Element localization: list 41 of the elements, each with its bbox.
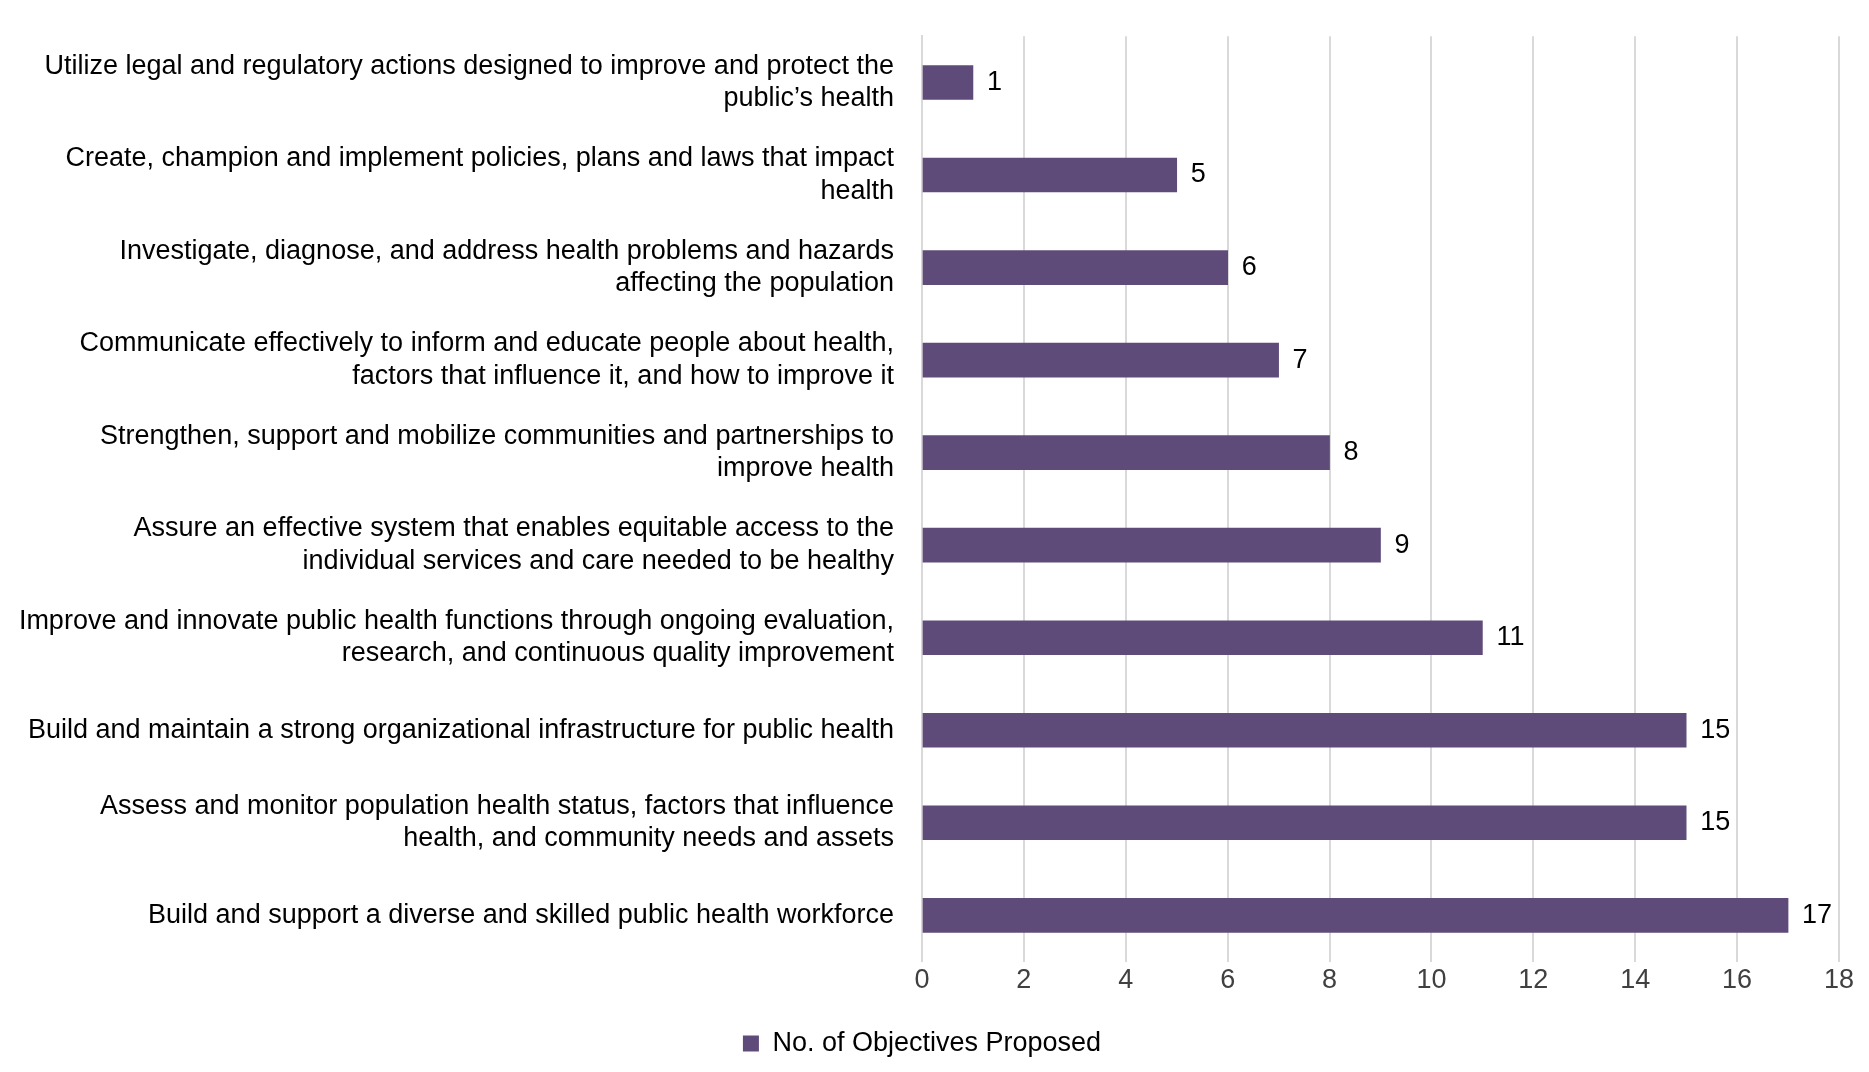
y-tick-label: Communicate effectively to inform and educate people about health, factors that influence it, and how to improve it bbox=[79, 327, 895, 390]
bar bbox=[922, 527, 1381, 563]
bar bbox=[922, 65, 974, 100]
x-tick-label: 6 bbox=[1220, 964, 1236, 995]
y-tick-label: Strengthen, support and mobilize communities and partnerships to improve health bbox=[100, 419, 894, 483]
x-tick-label: 14 bbox=[1620, 964, 1651, 995]
bar bbox=[922, 712, 1687, 748]
x-tick-label: 8 bbox=[1322, 964, 1338, 995]
bar bbox=[922, 898, 1789, 933]
bar bbox=[922, 435, 1330, 470]
data-label: 9 bbox=[1394, 528, 1410, 559]
x-tick-label: 0 bbox=[914, 964, 930, 995]
y-tick-label: Improve and innovate public health functions through ongoing evaluation, research, and continuous quality improvement bbox=[18, 604, 895, 668]
x-tick-label: 18 bbox=[1823, 964, 1855, 995]
y-tick-label: Assure an effective system that enables equitable access to the individual services and care needed to be healthy bbox=[133, 512, 895, 575]
data-label: 15 bbox=[1700, 713, 1731, 744]
data-label: 5 bbox=[1190, 158, 1206, 189]
bar bbox=[922, 342, 1279, 378]
y-tick-label: Assess and monitor population health status, factors that influence health, and community needs and assets bbox=[100, 790, 894, 853]
x-tick-label: 16 bbox=[1722, 964, 1753, 995]
data-label: 17 bbox=[1802, 898, 1833, 929]
bar bbox=[922, 805, 1687, 841]
bar bbox=[922, 620, 1483, 656]
x-tick-label: 4 bbox=[1118, 964, 1134, 995]
x-tick-label: 12 bbox=[1518, 964, 1549, 995]
y-tick-label: Investigate, diagnose, and address health problems and hazards affecting the population bbox=[119, 234, 894, 298]
data-label: 15 bbox=[1700, 806, 1731, 837]
data-label: 6 bbox=[1241, 251, 1257, 281]
legend-label: No. of Objectives Proposed bbox=[772, 1026, 1102, 1057]
y-tick-label: Build and support a diverse and skilled public health workforce bbox=[148, 898, 894, 929]
bar bbox=[922, 157, 1178, 193]
x-tick-label: 10 bbox=[1416, 964, 1447, 995]
data-label: 8 bbox=[1343, 436, 1359, 467]
data-label: 1 bbox=[986, 65, 1002, 96]
data-label: 11 bbox=[1496, 621, 1525, 652]
y-tick-label: Build and maintain a strong organizational infrastructure for public health bbox=[27, 713, 894, 744]
y-tick-label: Create, champion and implement policies, plans and laws that impact health bbox=[65, 142, 895, 205]
data-label: 7 bbox=[1292, 343, 1308, 374]
y-tick-label: Utilize legal and regulatory actions designed to improve and protect the public’s health bbox=[44, 49, 894, 113]
x-tick-label: 2 bbox=[1016, 964, 1032, 995]
bar bbox=[922, 250, 1228, 285]
